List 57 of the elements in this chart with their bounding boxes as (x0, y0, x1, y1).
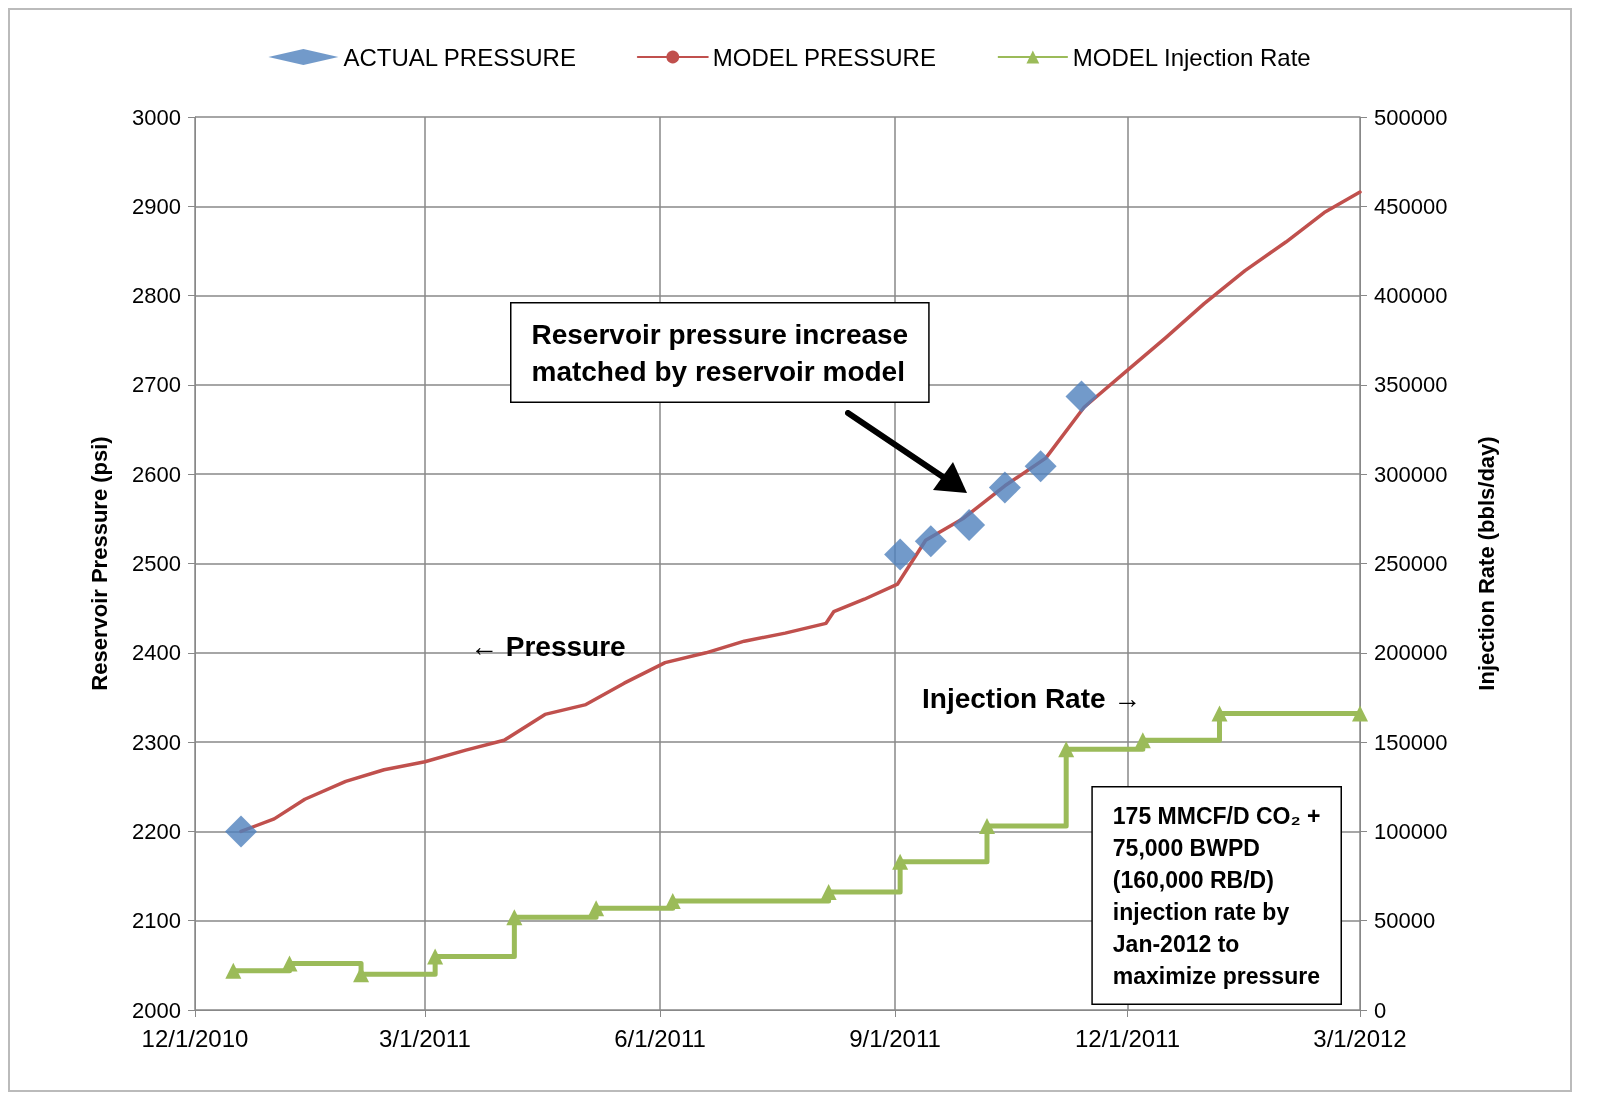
y-tick-label: 2200 (132, 818, 181, 844)
legend-label: ACTUAL PRESSURE (343, 43, 576, 71)
point (588, 900, 605, 917)
y2-tick-label: 250000 (1374, 551, 1448, 576)
point (953, 509, 986, 542)
y2-tick-label: 500000 (1374, 104, 1448, 130)
y2-tick-label: 50000 (1374, 908, 1436, 934)
y-tick-label: 3000 (132, 104, 181, 130)
point (914, 525, 947, 558)
x-tick-label: 12/1/2010 (141, 1024, 249, 1052)
x-tick-label: 6/1/2011 (614, 1024, 706, 1052)
point (224, 815, 257, 848)
annotation: Reservoir pressure increase matched by reservoir model (531, 318, 909, 387)
y2-axis-title: Injection Rate (bbls/day) (1473, 436, 1499, 691)
y2-tick-label: 400000 (1374, 283, 1448, 309)
x-tick-label: 12/1/2011 (1075, 1024, 1181, 1052)
y2-tick-label: 150000 (1374, 729, 1448, 755)
point (1352, 705, 1368, 722)
point (1058, 741, 1075, 758)
legend-label: MODEL Injection Rate (1072, 43, 1311, 71)
point (884, 538, 917, 571)
y-tick-label: 2500 (132, 551, 181, 576)
point (820, 884, 837, 901)
y-tick-label: 2300 (132, 729, 181, 755)
y-tick-label: 2000 (132, 997, 181, 1023)
annotation: Injection Rate → (922, 682, 1142, 714)
y-tick-label: 2900 (132, 193, 181, 219)
point (225, 962, 242, 979)
x-tick-label: 3/1/2012 (1313, 1024, 1407, 1052)
annotation: ← Pressure (470, 630, 626, 662)
y2-tick-label: 450000 (1374, 193, 1448, 219)
y2-tick-label: 350000 (1374, 372, 1448, 398)
point (427, 948, 444, 965)
point (281, 955, 298, 972)
y-tick-label: 2400 (132, 640, 181, 666)
x-tick-label: 9/1/2011 (849, 1024, 941, 1052)
point (506, 909, 523, 926)
y2-tick-label: 300000 (1374, 461, 1448, 487)
point (1065, 380, 1098, 413)
x-tick-label: 3/1/2011 (379, 1024, 471, 1052)
point (979, 818, 995, 835)
y2-tick-label: 0 (1374, 997, 1387, 1023)
point (1024, 450, 1057, 483)
y-tick-label: 2800 (132, 283, 181, 309)
point (988, 471, 1021, 504)
y-tick-label: 2700 (132, 372, 181, 398)
y2-tick-label: 200000 (1374, 640, 1448, 666)
point (1211, 705, 1228, 722)
y-axis-title: Reservoir Pressure (psi) (86, 436, 112, 691)
point (664, 893, 681, 910)
y-tick-label: 2100 (132, 908, 181, 934)
point (892, 853, 909, 870)
y-tick-label: 2600 (132, 461, 181, 487)
point (1134, 732, 1151, 749)
legend-label: MODEL PRESSURE (712, 43, 936, 71)
annotation: 175 MMCF/D CO₂ + 75,000 BWPD (160,000 RB/D) injection rate by Jan-2012 to maximize pressure (1112, 802, 1321, 989)
y2-tick-label: 100000 (1374, 818, 1448, 844)
